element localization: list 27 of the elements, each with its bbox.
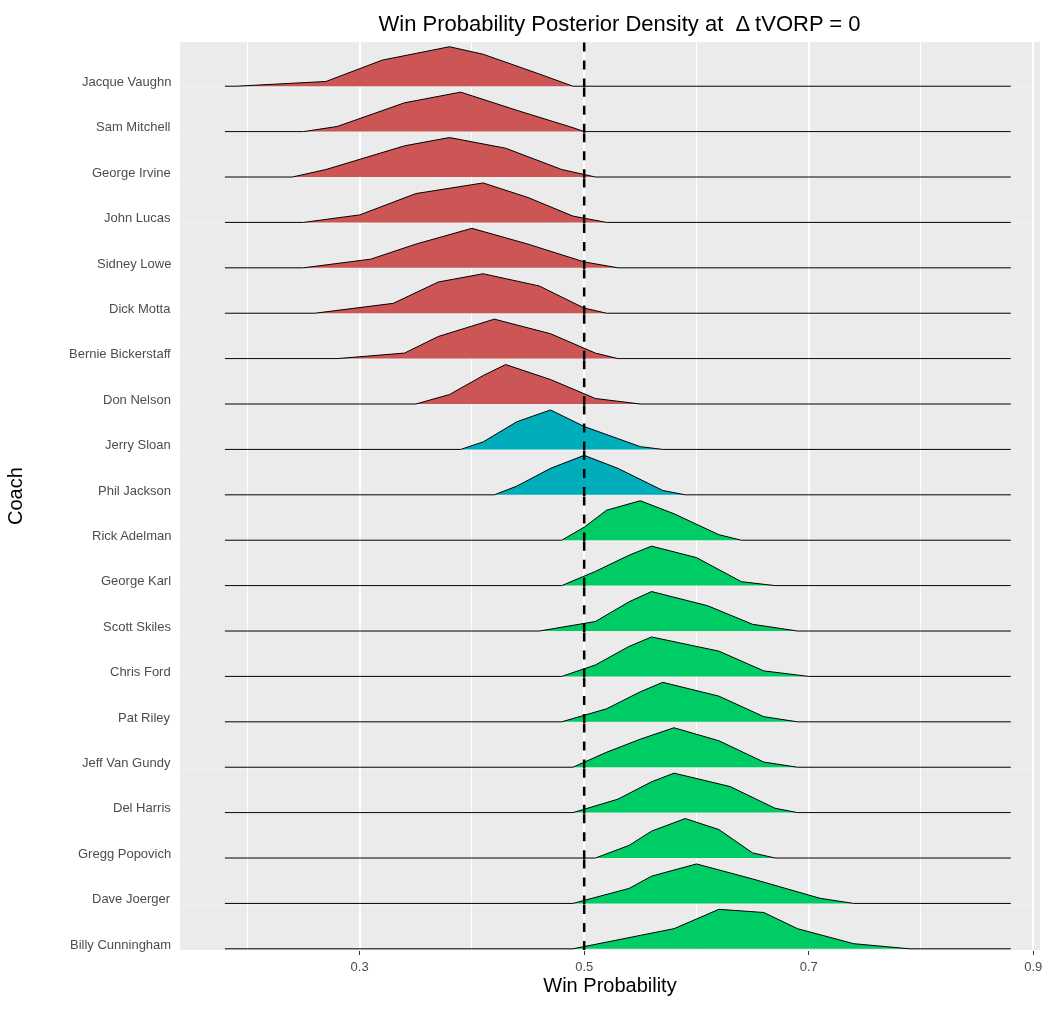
- y-axis-title: Phil Jackson: [98, 483, 171, 498]
- x-axis-title: Win Probability: [543, 973, 677, 996]
- y-axis-title: Sam Mitchell: [96, 119, 171, 134]
- y-axis-title: Chris Ford: [110, 664, 171, 679]
- y-axis-title: Jerry Sloan: [105, 437, 171, 452]
- y-axis-title: Don Nelson: [103, 392, 171, 407]
- x-tick-label: 0.5: [575, 958, 594, 974]
- y-axis-title: George Irvine: [92, 165, 171, 180]
- y-axis-title: Scott Skiles: [103, 619, 172, 634]
- chart-title: Win Probability Posterior Density at Δ tVORP = 0: [378, 10, 861, 36]
- y-axis-title: Dave Joerger: [92, 891, 171, 906]
- y-axis-title: Sidney Lowe: [97, 256, 172, 271]
- text: Coach: [4, 467, 26, 525]
- x-tick-label: 0.3: [350, 958, 369, 974]
- y-axis-title: Jeff Van Gundy: [82, 755, 171, 770]
- x-tick-label: 0.9: [1024, 958, 1043, 974]
- y-axis-title: Gregg Popovich: [78, 846, 172, 861]
- y-axis-title: George Karl: [101, 573, 172, 588]
- y-axis-title: John Lucas: [104, 210, 171, 225]
- x-tick-label: 0.7: [799, 958, 818, 974]
- y-axis-title: Pat Riley: [118, 710, 171, 725]
- y-axis-title: Bernie Bickerstaff: [69, 346, 172, 361]
- y-axis-title: Del Harris: [113, 800, 172, 815]
- y-axis-title: Rick Adelman: [92, 528, 172, 543]
- y-axis-title: Jacque Vaughn: [82, 74, 172, 89]
- y-axis-title: Dick Motta: [109, 301, 172, 316]
- y-axis-title: Billy Cunningham: [70, 937, 172, 952]
